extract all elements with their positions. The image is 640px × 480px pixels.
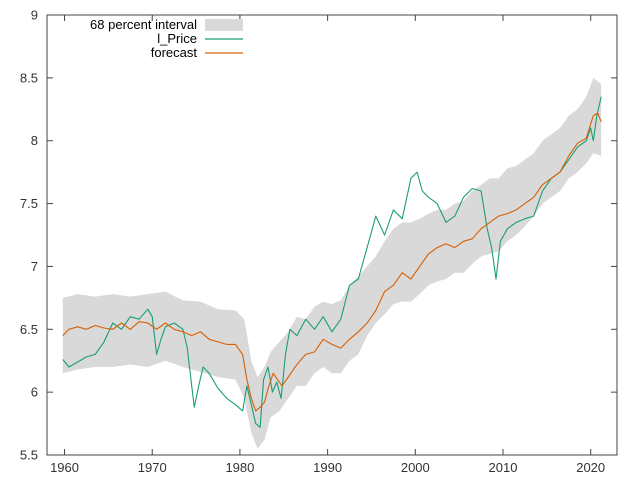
y-tick-label: 5.5 (20, 448, 38, 463)
ticks-layer: 1960 1970 1980 1990 2000 2010 2020 5.5 6 6.5 7 7.5 8… (20, 8, 617, 475)
legend-label-interval: 68 percent interval (90, 17, 197, 32)
y-tick-label: 6 (31, 385, 38, 400)
x-tick-label: 2010 (489, 460, 518, 475)
plot-frame (46, 14, 618, 456)
interval-band-layer (62, 77, 602, 449)
legend-label-forecast: forecast (151, 45, 198, 60)
y-tick-label: 6.5 (20, 322, 38, 337)
x-tick-label: 1970 (138, 460, 167, 475)
series-layer (62, 96, 602, 428)
y-tick-label: 9 (31, 8, 38, 23)
interval-band (62, 77, 602, 449)
x-tick-label: 1990 (313, 460, 342, 475)
y-tick-label: 7 (31, 259, 38, 274)
y-tick-label: 8 (31, 133, 38, 148)
legend-swatch-interval (205, 19, 243, 31)
legend: 68 percent interval l_Price forecast (90, 17, 243, 60)
legend-label-l-price: l_Price (157, 31, 197, 46)
axes-layer (46, 14, 618, 456)
y-tick-label: 7.5 (20, 196, 38, 211)
series-line-l-price (62, 96, 602, 428)
x-tick-label: 1960 (50, 460, 79, 475)
y-tick-label: 8.5 (20, 70, 38, 85)
x-tick-label: 1980 (225, 460, 254, 475)
x-tick-label: 2020 (576, 460, 605, 475)
x-tick-label: 2000 (401, 460, 430, 475)
series-line-forecast (62, 112, 602, 412)
